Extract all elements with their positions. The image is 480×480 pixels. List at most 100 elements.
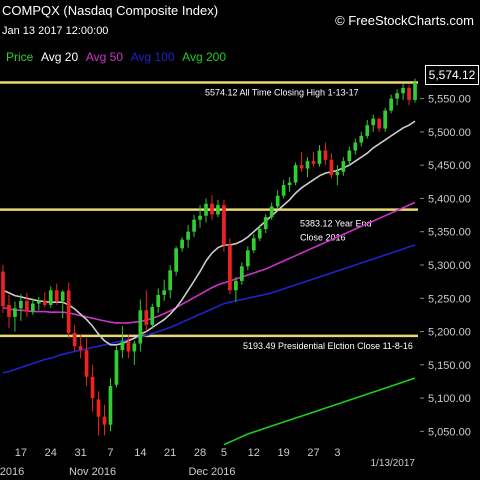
candle-body xyxy=(156,294,161,307)
y-tick-label: 5,050.00 xyxy=(428,426,471,438)
x-tick-label: 5 xyxy=(221,447,227,459)
candle-body xyxy=(311,161,316,164)
x-tick-label: 12 xyxy=(248,447,260,459)
legend-avg-200[interactable]: Avg 200 xyxy=(182,50,226,64)
candle-body xyxy=(84,350,89,377)
candle-body xyxy=(102,416,107,425)
reference-label: 5383.12 Year End xyxy=(300,219,372,229)
y-tick-label: 5,350.00 xyxy=(428,227,471,239)
candle-body xyxy=(30,303,35,312)
y-tick-label: 5,250.00 xyxy=(428,293,471,305)
candle-body xyxy=(186,231,190,240)
candle-body xyxy=(353,142,358,151)
legend-price[interactable]: Price xyxy=(6,50,34,64)
candle-body xyxy=(78,346,83,351)
candle-body xyxy=(341,161,346,172)
indicator-legend: Price Avg 20 Avg 50 Avg 100 Avg 200 xyxy=(6,50,231,64)
candle-body xyxy=(234,280,238,291)
brand-label: © FreeStockCharts.com xyxy=(335,13,474,28)
candle-body xyxy=(383,110,388,129)
x-date-label: 1/13/2017 xyxy=(371,458,416,469)
y-tick-label: 5,200.00 xyxy=(428,327,471,339)
reference-label: 5574.12 All Time Closing High 1-13-17 xyxy=(205,88,359,98)
x-tick-label: 24 xyxy=(45,447,57,459)
candle-body xyxy=(198,215,202,220)
candle-body xyxy=(48,290,53,305)
x-tick-label: 21 xyxy=(164,447,176,459)
candle-body xyxy=(114,350,119,385)
candle-body xyxy=(389,98,393,111)
x-month-label: 2016 xyxy=(0,466,24,478)
candle-body xyxy=(401,87,405,94)
candle-body xyxy=(132,343,137,352)
candle-body xyxy=(305,161,310,169)
candle-body xyxy=(90,376,95,399)
candle-body xyxy=(180,239,184,249)
last-price-label: 5,574.12 xyxy=(425,65,479,85)
candle-body xyxy=(222,205,226,246)
candle-body xyxy=(269,206,274,218)
candle-body xyxy=(168,270,173,291)
x-tick-label: 28 xyxy=(194,447,206,459)
ma-20-line xyxy=(2,120,416,346)
candle-body xyxy=(126,341,131,352)
candle-body xyxy=(216,205,220,215)
candle-body xyxy=(42,300,47,305)
x-tick-label: 19 xyxy=(278,447,290,459)
candle-body xyxy=(245,250,250,267)
candle-body xyxy=(36,300,41,304)
candle-body xyxy=(323,150,328,160)
candle-body xyxy=(251,238,256,251)
candle-body xyxy=(407,87,411,100)
candle-body xyxy=(150,306,155,325)
x-month-label: Nov 2016 xyxy=(69,466,116,478)
x-tick-label: 14 xyxy=(134,447,146,459)
legend-avg-20[interactable]: Avg 20 xyxy=(41,50,79,64)
x-tick-label: 27 xyxy=(307,447,319,459)
y-tick-label: 5,550.00 xyxy=(428,94,471,106)
candle-body xyxy=(228,245,232,291)
chart-datetime: Jan 13 2017 12:00:00 xyxy=(2,25,109,37)
candle-body xyxy=(1,271,5,307)
candle-body xyxy=(287,182,292,186)
ma-50-line xyxy=(2,201,416,324)
candle-body xyxy=(263,217,268,230)
candle-body xyxy=(365,125,370,136)
reference-label: Close 2016 xyxy=(300,233,346,243)
candle-body xyxy=(293,165,298,183)
candle-body xyxy=(72,332,77,347)
y-tick-label: 5,400.00 xyxy=(428,193,471,205)
candle-body xyxy=(19,300,23,309)
candle-body xyxy=(13,308,17,317)
candle-body xyxy=(335,171,340,176)
candle-body xyxy=(7,304,11,317)
candle-body xyxy=(192,219,196,232)
chart-title: COMPQX (Nasdaq Composite Index) xyxy=(2,3,219,18)
ma-100-line xyxy=(2,244,416,374)
candle-body xyxy=(174,248,179,272)
x-tick-label: 3 xyxy=(334,447,340,459)
candle-body xyxy=(210,203,214,215)
legend-avg-50[interactable]: Avg 50 xyxy=(85,50,123,64)
y-tick-label: 5,500.00 xyxy=(428,127,471,139)
candle-body xyxy=(413,82,417,100)
y-tick-label: 5,150.00 xyxy=(428,360,471,372)
candle-body xyxy=(347,150,352,162)
legend-avg-100[interactable]: Avg 100 xyxy=(130,50,175,64)
reference-label: 5193.49 Presidential Elction Close 11-8-… xyxy=(243,341,413,351)
candle-body xyxy=(299,165,304,169)
candle-body xyxy=(54,290,59,301)
ma-200-line xyxy=(223,377,416,446)
candle-body xyxy=(275,195,280,207)
candle-body xyxy=(96,399,101,417)
candle-body xyxy=(60,291,65,301)
candle-body xyxy=(395,93,399,99)
candle-body xyxy=(371,118,376,126)
y-tick-label: 5,300.00 xyxy=(428,260,471,272)
candle-body xyxy=(204,203,208,216)
x-tick-label: 17 xyxy=(15,447,27,459)
candle-body xyxy=(281,185,286,196)
candle-body xyxy=(257,229,262,239)
candle-body xyxy=(317,150,322,164)
